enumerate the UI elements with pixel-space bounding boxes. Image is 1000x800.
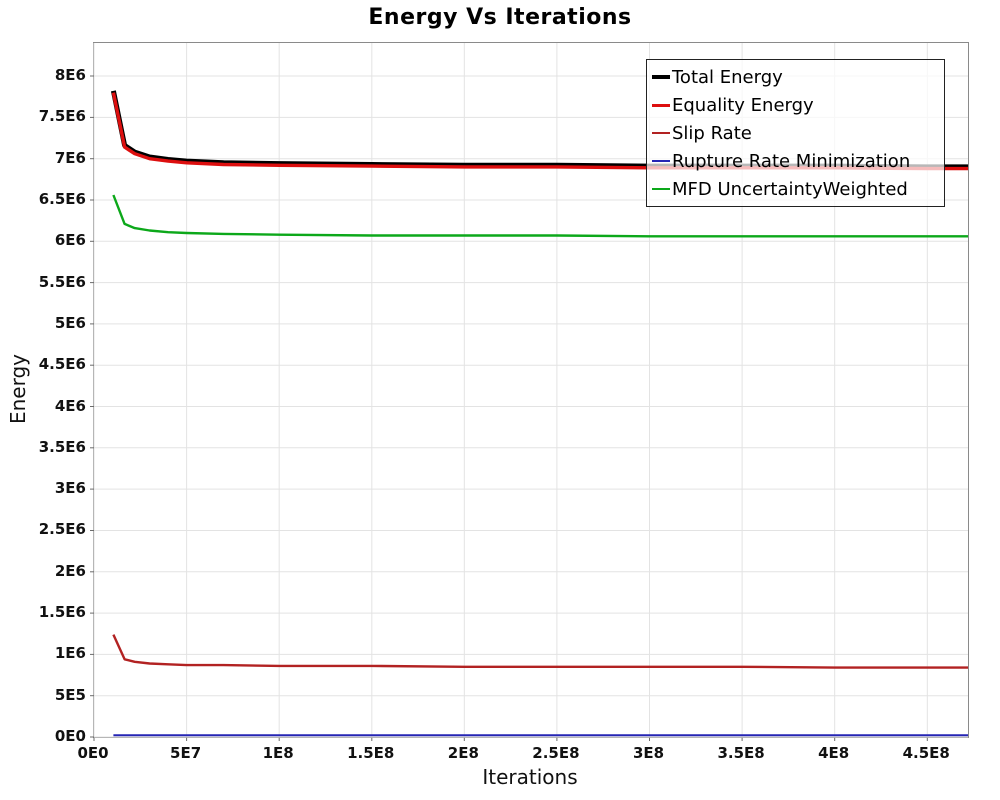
y-tick-label: 5E6 bbox=[54, 313, 86, 332]
legend-item: Total Energy bbox=[652, 63, 939, 91]
y-tick-label: 2E6 bbox=[54, 561, 86, 580]
legend-item: MFD UncertaintyWeighted bbox=[652, 175, 939, 203]
x-tick-label: 1.5E8 bbox=[347, 744, 395, 762]
x-tick-label: 0E0 bbox=[77, 744, 109, 762]
legend-line-swatch bbox=[652, 103, 670, 107]
legend-line-swatch bbox=[652, 75, 670, 79]
y-tick-label: 7E6 bbox=[54, 148, 86, 167]
x-tick-label: 3.5E8 bbox=[717, 744, 765, 762]
legend-label: Equality Energy bbox=[672, 94, 814, 116]
y-tick-label: 3E6 bbox=[54, 479, 86, 498]
y-tick-label: 4E6 bbox=[54, 396, 86, 415]
y-axis-title: Energy bbox=[6, 353, 30, 425]
legend-label: Slip Rate bbox=[672, 122, 752, 144]
x-tick-label: 4E8 bbox=[818, 744, 850, 762]
x-tick-label: 1E8 bbox=[262, 744, 294, 762]
y-tick-label: 5E5 bbox=[54, 685, 86, 704]
y-tick-label: 4.5E6 bbox=[38, 355, 86, 374]
y-tick-label: 1.5E6 bbox=[38, 603, 86, 622]
legend-item: Slip Rate bbox=[652, 119, 939, 147]
chart-title: Energy Vs Iterations bbox=[368, 5, 632, 30]
y-tick-label: 0E0 bbox=[54, 727, 86, 745]
y-tick-label: 1E6 bbox=[54, 644, 86, 663]
legend-label: MFD UncertaintyWeighted bbox=[672, 178, 908, 200]
x-tick-label: 2E8 bbox=[447, 744, 479, 762]
x-tick-label: 5E7 bbox=[170, 744, 202, 762]
legend-line-swatch bbox=[652, 188, 670, 190]
y-tick-label: 5.5E6 bbox=[38, 272, 86, 291]
legend-item: Rupture Rate Minimization bbox=[652, 147, 939, 175]
y-tick-label: 2.5E6 bbox=[38, 520, 86, 539]
x-tick-label: 4.5E8 bbox=[902, 744, 950, 762]
y-tick-label: 8E6 bbox=[54, 66, 86, 85]
legend-label: Rupture Rate Minimization bbox=[672, 150, 911, 172]
y-tick-label: 7.5E6 bbox=[38, 107, 86, 126]
legend-item: Equality Energy bbox=[652, 91, 939, 119]
legend-line-swatch bbox=[652, 132, 670, 134]
legend-box: Total Energy Equality Energy Slip Rate Rupt… bbox=[646, 59, 945, 207]
x-axis-title: Iterations bbox=[482, 765, 578, 789]
x-tick-label: 3E8 bbox=[632, 744, 665, 762]
x-tick-label: 2.5E8 bbox=[532, 744, 580, 762]
legend-label: Total Energy bbox=[672, 66, 783, 88]
y-tick-label: 3.5E6 bbox=[38, 437, 86, 456]
y-tick-label: 6E6 bbox=[54, 231, 86, 250]
legend-line-swatch bbox=[652, 160, 670, 162]
y-tick-label: 6.5E6 bbox=[38, 189, 86, 208]
